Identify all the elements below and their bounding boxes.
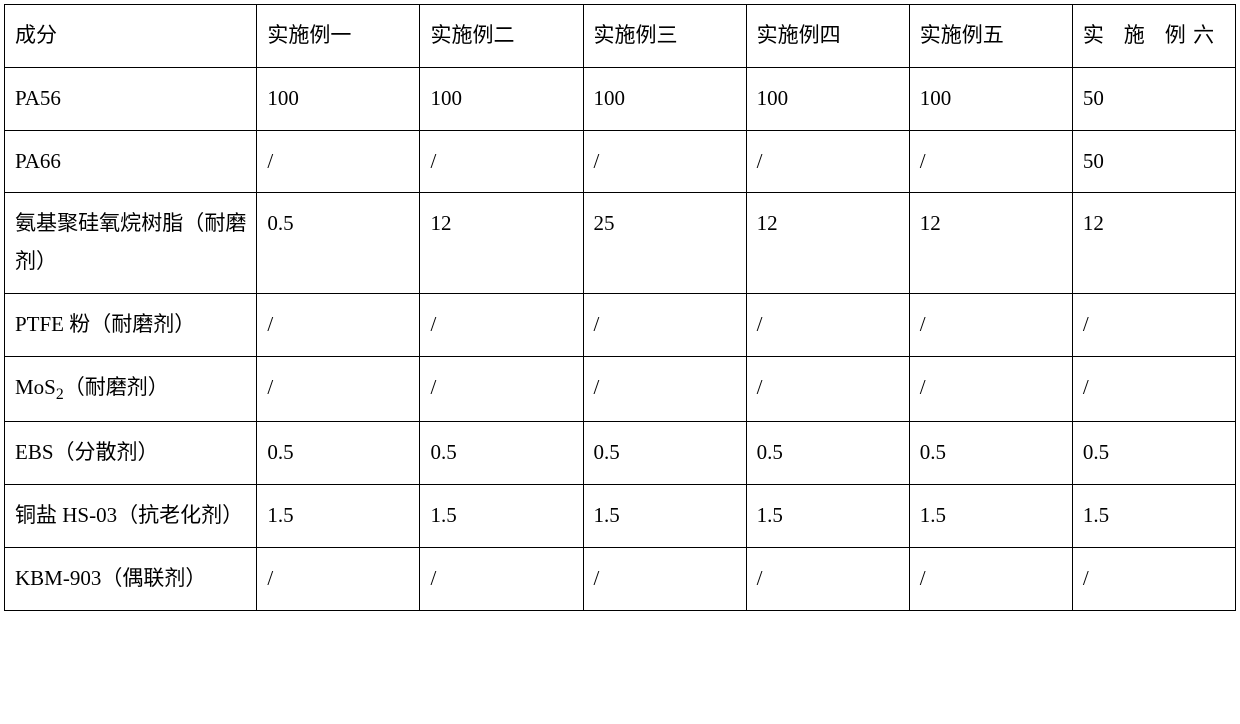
data-cell: /: [420, 547, 583, 610]
data-cell: /: [257, 356, 420, 422]
data-cell: 0.5: [1072, 422, 1235, 485]
data-cell: /: [909, 293, 1072, 356]
data-cell: /: [583, 130, 746, 193]
data-cell: /: [257, 130, 420, 193]
data-cell: 0.5: [746, 422, 909, 485]
data-cell: 12: [1072, 193, 1235, 294]
header-example-4: 实施例四: [746, 5, 909, 68]
data-cell: 1.5: [257, 485, 420, 548]
table-row: 铜盐 HS-03（抗老化剂）1.51.51.51.51.51.5: [5, 485, 1236, 548]
ingredient-label: EBS（分散剂）: [5, 422, 257, 485]
header-ingredient: 成分: [5, 5, 257, 68]
data-cell: 0.5: [257, 193, 420, 294]
data-cell: /: [909, 547, 1072, 610]
data-cell: 12: [909, 193, 1072, 294]
data-cell: 0.5: [257, 422, 420, 485]
data-cell: /: [583, 293, 746, 356]
ingredient-label: PA56: [5, 67, 257, 130]
data-cell: /: [257, 293, 420, 356]
data-cell: 1.5: [583, 485, 746, 548]
ingredient-label: KBM-903（偶联剂）: [5, 547, 257, 610]
data-cell: 12: [746, 193, 909, 294]
data-cell: 50: [1072, 67, 1235, 130]
data-cell: /: [420, 356, 583, 422]
data-cell: /: [746, 130, 909, 193]
table-row: MoS2（耐磨剂）//////: [5, 356, 1236, 422]
data-cell: 0.5: [583, 422, 746, 485]
data-cell: /: [420, 130, 583, 193]
data-cell: 1.5: [746, 485, 909, 548]
data-cell: /: [420, 293, 583, 356]
ingredient-label: 氨基聚硅氧烷树脂（耐磨剂）: [5, 193, 257, 294]
data-cell: /: [909, 356, 1072, 422]
data-cell: 1.5: [1072, 485, 1235, 548]
composition-table: 成分 实施例一 实施例二 实施例三 实施例四 实施例五 实 施 例六 PA561…: [4, 4, 1236, 611]
table-row: PTFE 粉（耐磨剂）//////: [5, 293, 1236, 356]
data-cell: /: [746, 293, 909, 356]
header-example-2: 实施例二: [420, 5, 583, 68]
ingredient-label: PTFE 粉（耐磨剂）: [5, 293, 257, 356]
data-cell: 100: [257, 67, 420, 130]
data-cell: 25: [583, 193, 746, 294]
ingredient-label: MoS2（耐磨剂）: [5, 356, 257, 422]
data-cell: 12: [420, 193, 583, 294]
table-row: PA5610010010010010050: [5, 67, 1236, 130]
header-example-5: 实施例五: [909, 5, 1072, 68]
header-row: 成分 实施例一 实施例二 实施例三 实施例四 实施例五 实 施 例六: [5, 5, 1236, 68]
ingredient-label: 铜盐 HS-03（抗老化剂）: [5, 485, 257, 548]
data-cell: 1.5: [909, 485, 1072, 548]
data-cell: 0.5: [909, 422, 1072, 485]
data-cell: /: [909, 130, 1072, 193]
data-cell: 100: [746, 67, 909, 130]
ingredient-label: PA66: [5, 130, 257, 193]
data-cell: /: [746, 356, 909, 422]
data-cell: /: [746, 547, 909, 610]
data-cell: 100: [583, 67, 746, 130]
data-cell: /: [257, 547, 420, 610]
table-row: KBM-903（偶联剂）//////: [5, 547, 1236, 610]
data-cell: /: [583, 547, 746, 610]
header-example-3: 实施例三: [583, 5, 746, 68]
data-cell: 50: [1072, 130, 1235, 193]
table-row: 氨基聚硅氧烷树脂（耐磨剂）0.51225121212: [5, 193, 1236, 294]
header-example-1: 实施例一: [257, 5, 420, 68]
data-cell: 1.5: [420, 485, 583, 548]
data-cell: 100: [420, 67, 583, 130]
table-row: PA66/////50: [5, 130, 1236, 193]
data-cell: /: [583, 356, 746, 422]
table-header: 成分 实施例一 实施例二 实施例三 实施例四 实施例五 实 施 例六: [5, 5, 1236, 68]
data-cell: 100: [909, 67, 1072, 130]
header-example-6: 实 施 例六: [1072, 5, 1235, 68]
data-cell: /: [1072, 356, 1235, 422]
data-cell: /: [1072, 293, 1235, 356]
data-cell: /: [1072, 547, 1235, 610]
table-body: PA5610010010010010050PA66/////50氨基聚硅氧烷树脂…: [5, 67, 1236, 610]
data-cell: 0.5: [420, 422, 583, 485]
table-row: EBS（分散剂）0.50.50.50.50.50.5: [5, 422, 1236, 485]
